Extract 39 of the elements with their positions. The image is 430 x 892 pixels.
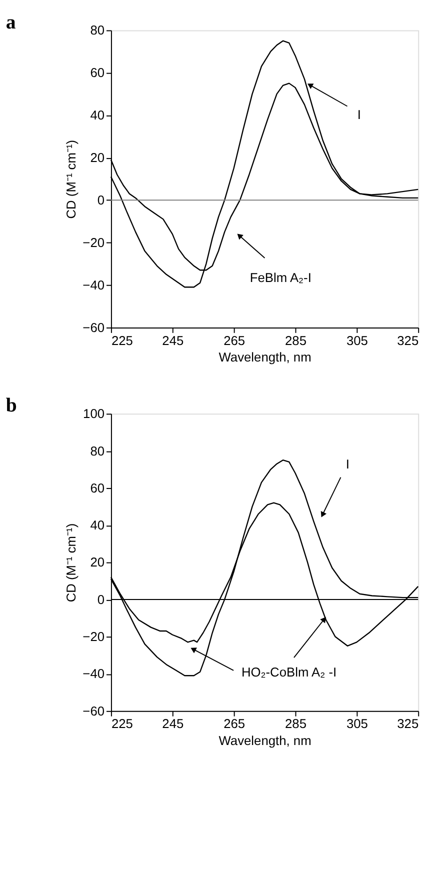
x-axis-title: Wavelength, nm (218, 733, 312, 748)
y-tick-label: −20 (82, 235, 105, 250)
y-tick-label: 100 (83, 406, 105, 422)
y-tick-label: −40 (82, 666, 105, 682)
x-tick-label: 225 (111, 716, 133, 732)
x-tick-label: 265 (224, 716, 246, 732)
y-tick-label: 60 (90, 65, 105, 80)
x-tick-label: 265 (224, 332, 246, 348)
y-tick-label: 80 (90, 22, 105, 38)
chart-title: a (6, 11, 16, 34)
x-tick-label: 325 (397, 332, 419, 348)
annotation: I (346, 456, 350, 472)
annotation: FeBlm A₂-I (250, 270, 312, 285)
y-tick-label: 40 (90, 518, 105, 533)
annotation: I (357, 107, 361, 122)
x-tick-label: 285 (285, 716, 306, 732)
y-tick-label: −20 (82, 629, 105, 644)
y-axis-title: CD (M⁻¹ cm⁻¹) (64, 140, 79, 219)
y-tick-label: 60 (90, 480, 105, 496)
x-tick-label: 285 (285, 332, 306, 348)
x-tick-label: 245 (162, 332, 184, 348)
y-tick-label: 0 (97, 192, 105, 208)
x-tick-label: 225 (111, 332, 133, 348)
annotation: HO₂-CoBlm A₂ -I (241, 664, 337, 680)
x-tick-label: 305 (346, 332, 368, 348)
x-tick-label: 245 (162, 716, 184, 732)
y-tick-label: 80 (90, 443, 105, 458)
y-tick-label: −60 (82, 703, 105, 718)
x-axis-title: Wavelength, nm (218, 350, 312, 365)
y-tick-label: 20 (90, 554, 105, 570)
y-tick-label: 20 (90, 150, 105, 166)
y-tick-label: −40 (82, 277, 105, 292)
y-tick-label: 0 (97, 592, 105, 607)
x-tick-label: 325 (397, 716, 419, 732)
y-tick-label: −60 (82, 320, 105, 335)
y-tick-label: 40 (90, 108, 105, 123)
y-axis-title: CD (M⁻¹ cm⁻¹) (64, 523, 79, 602)
x-tick-label: 305 (346, 716, 368, 732)
chart-title: b (6, 394, 17, 417)
